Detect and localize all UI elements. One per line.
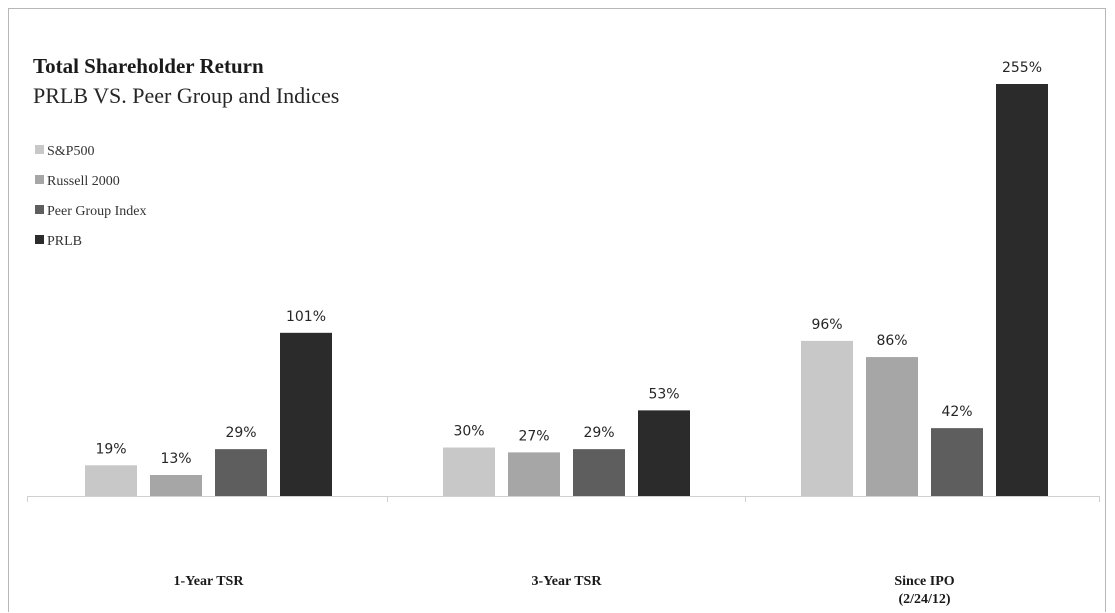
bar-s-p500-1 (85, 465, 137, 496)
bar-peer-group-index-3 (931, 428, 983, 496)
data-label-peer-group-index-2: 29% (583, 425, 614, 441)
data-label-s-p500-2: 30% (453, 424, 484, 440)
legend-swatch-prlb (35, 235, 44, 244)
legend-label-peer-group-index: Peer Group Index (47, 204, 147, 219)
data-label-s-p500-3: 96% (811, 317, 842, 333)
bar-s-p500-2 (443, 447, 495, 496)
data-label-peer-group-index-1: 29% (225, 425, 256, 441)
chart-title: Total Shareholder Return (33, 54, 264, 78)
data-labels: 19% 30% 96% 13% 27% 86% 29% 29% 42% 101% 53% 255% (95, 60, 1042, 467)
legend: S&P500 Russell 2000 Peer Group Index PRLB (35, 144, 147, 249)
category-label-1: 1-Year TSR (174, 574, 245, 589)
data-label-russell-2000-1: 13% (160, 451, 191, 467)
legend-label-s-p500: S&P500 (47, 144, 94, 159)
legend-label-prlb: PRLB (47, 234, 82, 249)
bar-prlb-1 (280, 332, 332, 496)
bar-russell-2000-2 (508, 452, 560, 496)
data-label-prlb-1: 101% (286, 309, 326, 325)
bars (85, 84, 1048, 496)
category-labels: 1-Year TSR 3-Year TSR Since IPO (2/24/12) (174, 574, 955, 607)
x-axis (27, 496, 1100, 502)
category-label-3: (2/24/12) (898, 592, 950, 607)
data-label-prlb-3: 255% (1002, 60, 1042, 76)
data-label-russell-2000-3: 86% (876, 333, 907, 349)
bar-s-p500-3 (801, 340, 853, 496)
bar-peer-group-index-2 (573, 449, 625, 496)
data-label-prlb-2: 53% (648, 386, 679, 402)
tsr-bar-chart: Total Shareholder Return PRLB VS. Peer G… (27, 54, 1100, 607)
chart-subtitle: PRLB VS. Peer Group and Indices (33, 83, 339, 108)
data-label-peer-group-index-3: 42% (941, 404, 972, 420)
bar-prlb-3 (996, 84, 1048, 496)
data-label-s-p500-1: 19% (95, 441, 126, 457)
category-label-3: Since IPO (894, 574, 954, 589)
bar-russell-2000-1 (150, 474, 202, 496)
category-label-2: 3-Year TSR (532, 574, 603, 589)
legend-swatch-s-p500 (35, 145, 44, 154)
legend-swatch-peer-group-index (35, 205, 44, 214)
bar-peer-group-index-1 (215, 449, 267, 496)
bar-russell-2000-3 (866, 357, 918, 496)
chart-frame: Total Shareholder Return PRLB VS. Peer G… (8, 8, 1106, 612)
data-label-russell-2000-2: 27% (518, 428, 549, 444)
legend-label-russell-2000: Russell 2000 (47, 174, 120, 189)
bar-prlb-2 (638, 410, 690, 496)
legend-swatch-russell-2000 (35, 175, 44, 184)
